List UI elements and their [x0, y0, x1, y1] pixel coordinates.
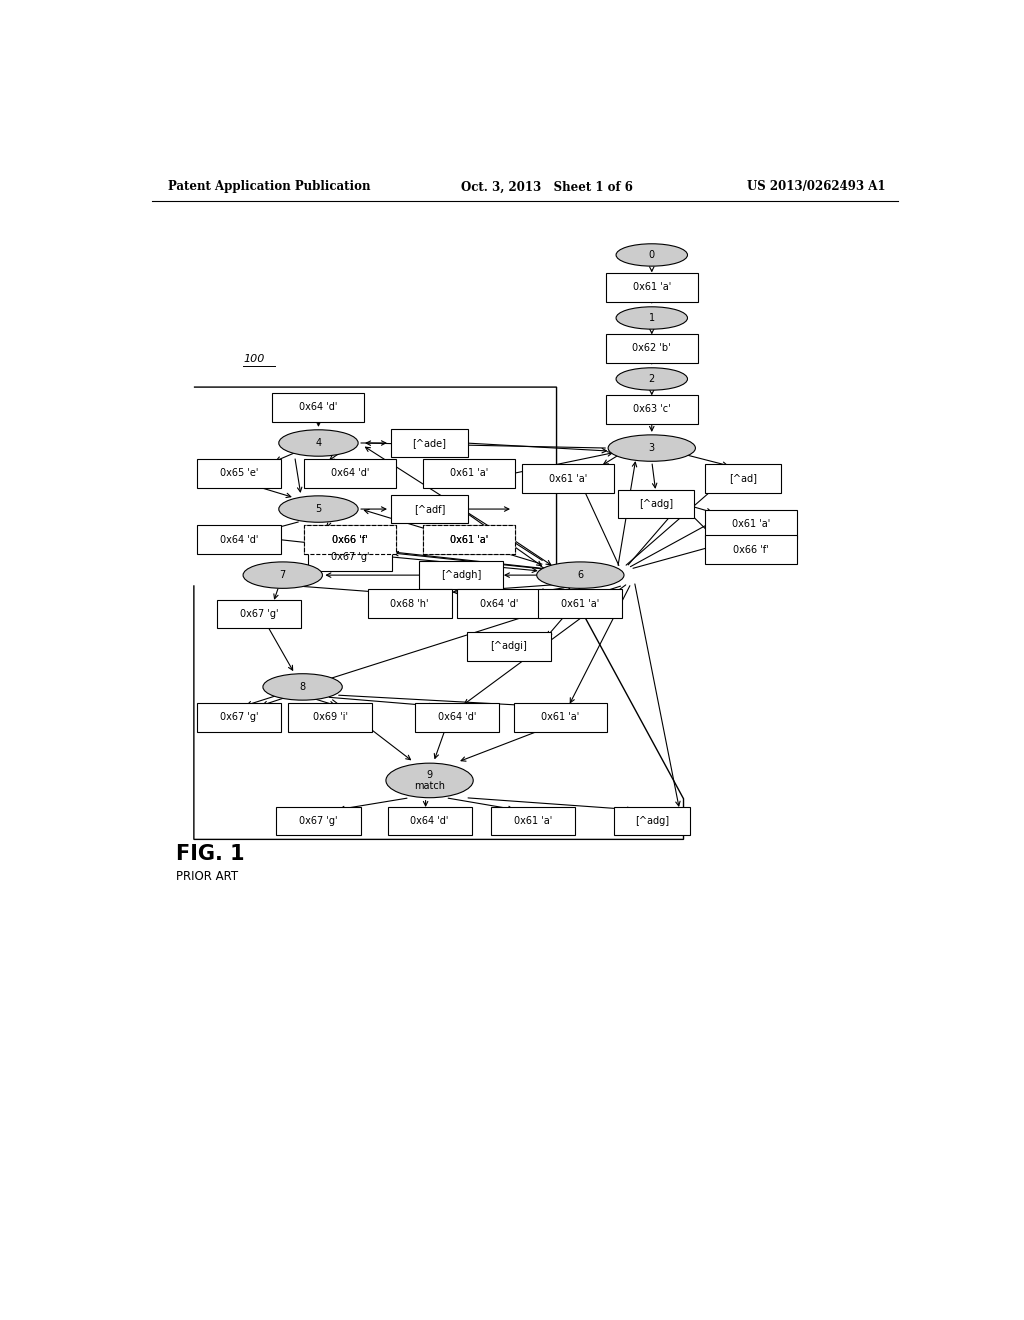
Ellipse shape — [279, 430, 358, 457]
Text: 0x67 'g': 0x67 'g' — [240, 609, 279, 619]
FancyBboxPatch shape — [423, 459, 515, 487]
Text: 0x62 'b': 0x62 'b' — [633, 343, 671, 354]
Ellipse shape — [616, 244, 687, 267]
Text: 0x64 'd': 0x64 'd' — [220, 535, 258, 545]
Text: 0x67 'g': 0x67 'g' — [331, 552, 370, 562]
Text: 100: 100 — [243, 354, 264, 364]
Text: 0x66 'f': 0x66 'f' — [333, 535, 368, 545]
Text: 0x64 'd': 0x64 'd' — [480, 598, 518, 609]
FancyBboxPatch shape — [416, 704, 500, 731]
Text: 0x61 'a': 0x61 'a' — [514, 816, 552, 826]
Text: 4: 4 — [315, 438, 322, 447]
Text: 0x64 'd': 0x64 'd' — [411, 816, 449, 826]
Ellipse shape — [616, 368, 687, 391]
FancyBboxPatch shape — [304, 525, 396, 554]
Text: 9
match: 9 match — [414, 770, 445, 791]
FancyBboxPatch shape — [217, 599, 301, 628]
FancyBboxPatch shape — [419, 561, 504, 589]
Ellipse shape — [279, 496, 358, 523]
FancyBboxPatch shape — [458, 589, 542, 618]
Text: 0x69 'i': 0x69 'i' — [313, 713, 348, 722]
Text: [^ad]: [^ad] — [729, 474, 757, 483]
Text: 0x66 'f': 0x66 'f' — [733, 545, 769, 554]
FancyBboxPatch shape — [197, 704, 282, 731]
FancyBboxPatch shape — [539, 589, 623, 618]
Text: [^adg]: [^adg] — [639, 499, 673, 510]
FancyBboxPatch shape — [391, 495, 468, 523]
Text: 6: 6 — [578, 570, 584, 579]
FancyBboxPatch shape — [606, 273, 697, 302]
Text: Patent Application Publication: Patent Application Publication — [168, 181, 371, 193]
Text: 0x61 'a': 0x61 'a' — [549, 474, 588, 483]
Text: 1: 1 — [649, 313, 654, 323]
Text: 3: 3 — [649, 444, 654, 453]
Text: FIG. 1: FIG. 1 — [176, 843, 245, 863]
FancyBboxPatch shape — [391, 429, 468, 457]
Ellipse shape — [537, 562, 624, 589]
Text: 0x61 'a': 0x61 'a' — [451, 469, 488, 478]
Text: 2: 2 — [648, 374, 655, 384]
Text: 0x64 'd': 0x64 'd' — [299, 403, 338, 412]
FancyBboxPatch shape — [613, 807, 690, 836]
Text: [^adf]: [^adf] — [414, 504, 445, 513]
FancyBboxPatch shape — [308, 543, 392, 572]
FancyBboxPatch shape — [705, 536, 797, 564]
FancyBboxPatch shape — [514, 704, 606, 731]
FancyBboxPatch shape — [423, 525, 515, 554]
Text: 0x61 'a': 0x61 'a' — [451, 535, 488, 545]
Text: 0x61 'a': 0x61 'a' — [561, 598, 599, 609]
FancyBboxPatch shape — [522, 465, 614, 492]
Text: [^adgi]: [^adgi] — [490, 642, 527, 651]
Text: 0x61 'a': 0x61 'a' — [633, 282, 671, 293]
FancyBboxPatch shape — [304, 525, 396, 554]
FancyBboxPatch shape — [368, 589, 452, 618]
Text: 0x65 'e': 0x65 'e' — [220, 469, 258, 478]
Text: 0x67 'g': 0x67 'g' — [299, 816, 338, 826]
Ellipse shape — [386, 763, 473, 797]
Text: 0x68 'h': 0x68 'h' — [390, 598, 429, 609]
Text: [^adgh]: [^adgh] — [441, 570, 481, 579]
Text: PRIOR ART: PRIOR ART — [176, 870, 238, 883]
FancyBboxPatch shape — [606, 395, 697, 424]
Text: 0x64 'd': 0x64 'd' — [331, 469, 370, 478]
Text: Oct. 3, 2013   Sheet 1 of 6: Oct. 3, 2013 Sheet 1 of 6 — [461, 181, 633, 193]
Ellipse shape — [616, 306, 687, 329]
FancyBboxPatch shape — [276, 807, 360, 836]
FancyBboxPatch shape — [289, 704, 373, 731]
Text: 0x66 'f': 0x66 'f' — [333, 535, 368, 545]
Text: 0: 0 — [649, 249, 654, 260]
FancyBboxPatch shape — [705, 465, 781, 492]
FancyBboxPatch shape — [705, 510, 797, 539]
FancyBboxPatch shape — [490, 807, 574, 836]
Text: [^adg]: [^adg] — [635, 816, 669, 826]
FancyBboxPatch shape — [272, 393, 365, 421]
Text: 0x64 'd': 0x64 'd' — [438, 713, 476, 722]
Ellipse shape — [608, 434, 695, 461]
Text: 0x61 'a': 0x61 'a' — [732, 519, 770, 529]
FancyBboxPatch shape — [197, 525, 282, 554]
Ellipse shape — [263, 673, 342, 700]
Text: 8: 8 — [300, 682, 305, 692]
FancyBboxPatch shape — [467, 632, 551, 660]
FancyBboxPatch shape — [423, 525, 515, 554]
Text: 0x61 'a': 0x61 'a' — [451, 535, 488, 545]
FancyBboxPatch shape — [387, 807, 472, 836]
Text: 7: 7 — [280, 570, 286, 579]
Text: 0x61 'a': 0x61 'a' — [542, 713, 580, 722]
FancyBboxPatch shape — [606, 334, 697, 363]
Text: 5: 5 — [315, 504, 322, 513]
Text: [^ade]: [^ade] — [413, 438, 446, 447]
Text: 0x67 'g': 0x67 'g' — [220, 713, 258, 722]
FancyBboxPatch shape — [197, 459, 282, 487]
Text: US 2013/0262493 A1: US 2013/0262493 A1 — [748, 181, 886, 193]
Ellipse shape — [243, 562, 323, 589]
Text: 0x63 'c': 0x63 'c' — [633, 404, 671, 414]
FancyBboxPatch shape — [304, 459, 396, 487]
FancyBboxPatch shape — [617, 490, 694, 519]
